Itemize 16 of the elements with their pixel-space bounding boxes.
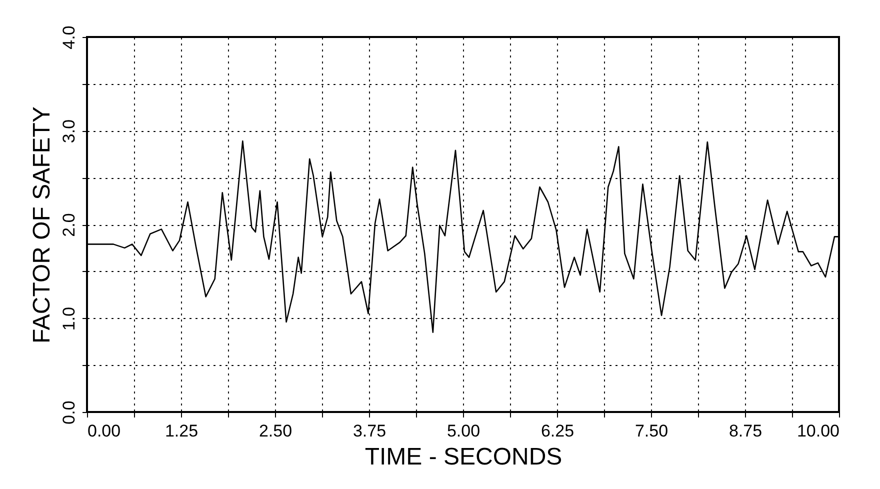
y-tick-label: 1.0 [60, 306, 78, 331]
y-tick-label: 2.0 [60, 213, 78, 237]
y-tick-label: 0.0 [60, 400, 78, 424]
x-tick-label: 3.75 [352, 422, 386, 440]
x-tick-label: 7.50 [634, 422, 668, 440]
x-tick-label: 0.00 [88, 422, 121, 440]
y-axis-title: FACTOR OF SAFETY [28, 106, 56, 344]
x-tick-label: 10.00 [796, 422, 840, 440]
x-tick-label: 2.50 [258, 422, 292, 440]
x-tick-label: 6.25 [540, 422, 574, 440]
x-tick-label: 5.00 [446, 422, 480, 440]
x-tick-label: 1.25 [164, 422, 198, 440]
y-tick-label: 4.0 [60, 26, 78, 50]
y-tick-label: 3.0 [60, 119, 78, 144]
x-tick-label: 8.75 [728, 422, 762, 440]
x-axis-title: TIME - SECONDS [364, 444, 562, 470]
